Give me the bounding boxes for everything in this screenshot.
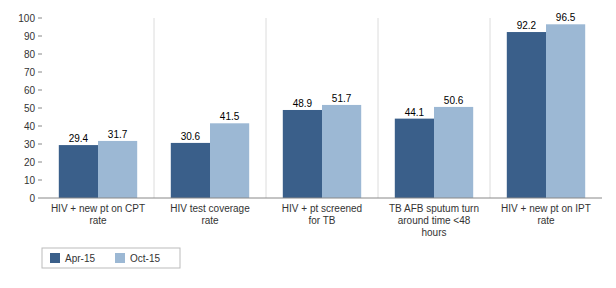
chart-container: 0 10 20 30 40 50 60 70 80 90 100 29.4 30.6 48.9 44.1 92… xyxy=(0,0,616,288)
bar xyxy=(395,119,434,198)
y-tick xyxy=(38,108,42,109)
data-label: 30.6 xyxy=(181,131,201,142)
data-label: 51.7 xyxy=(332,93,352,104)
legend-frame xyxy=(42,248,180,268)
x-tick-label-line: HIV + new pt on IPT xyxy=(501,203,591,214)
group-separator xyxy=(490,18,491,198)
x-tick-label-line: HIV + pt screened xyxy=(282,203,362,214)
legend: Apr-15 Oct-15 xyxy=(42,248,180,268)
data-label: 31.7 xyxy=(108,129,128,140)
y-tick xyxy=(38,90,42,91)
data-labels: 29.4 30.6 48.9 44.1 92.2 31.7 41.5 51.7 50.6 96.5 xyxy=(69,12,576,144)
y-tick xyxy=(38,18,42,19)
data-label: 41.5 xyxy=(220,111,240,122)
y-tick-label: 40 xyxy=(24,121,36,132)
x-tick-label: HIV + new pt on IPTrate xyxy=(501,203,591,226)
x-tick-label-line: hours xyxy=(421,227,446,238)
bars xyxy=(59,24,585,198)
bar xyxy=(507,32,546,198)
x-tick-label-line: HIV + new pt on CPT xyxy=(51,203,145,214)
chart-svg: 0 10 20 30 40 50 60 70 80 90 100 29.4 30.6 48.9 44.1 92… xyxy=(0,0,616,288)
y-tick-label: 80 xyxy=(24,49,36,60)
y-tick xyxy=(38,144,42,145)
group-separator xyxy=(154,18,155,198)
y-tick xyxy=(38,180,42,181)
data-label: 50.6 xyxy=(444,95,464,106)
y-axis: 0 10 20 30 40 50 60 70 80 90 100 xyxy=(18,13,42,204)
x-tick-label: HIV + pt screenedfor TB xyxy=(282,203,362,226)
y-tick xyxy=(38,72,42,73)
x-tick-label-line: for TB xyxy=(308,215,335,226)
bar xyxy=(322,105,361,198)
y-tick xyxy=(38,36,42,37)
x-tick-label-line: rate xyxy=(89,215,107,226)
data-label: 96.5 xyxy=(556,12,576,23)
y-tick-label: 0 xyxy=(29,193,35,204)
y-tick-label: 30 xyxy=(24,139,36,150)
bar xyxy=(171,143,210,198)
group-separator xyxy=(266,18,267,198)
data-label: 29.4 xyxy=(69,133,89,144)
x-tick-label-line: TB AFB sputum turn xyxy=(389,203,479,214)
y-tick-label: 60 xyxy=(24,85,36,96)
x-tick-label: HIV + new pt on CPTrate xyxy=(51,203,145,226)
x-tick-label: TB AFB sputum turnaround time <48hours xyxy=(389,203,479,238)
y-tick-label: 100 xyxy=(18,13,35,24)
data-label: 44.1 xyxy=(405,107,425,118)
bar xyxy=(283,110,322,198)
y-tick xyxy=(38,54,42,55)
y-tick-label: 70 xyxy=(24,67,36,78)
legend-label: Apr-15 xyxy=(65,253,95,264)
y-tick-label: 20 xyxy=(24,157,36,168)
bar xyxy=(546,24,585,198)
data-label: 48.9 xyxy=(293,98,313,109)
bar xyxy=(59,145,98,198)
y-tick-label: 50 xyxy=(24,103,36,114)
x-tick-label-line: rate xyxy=(201,215,219,226)
y-tick xyxy=(38,198,42,199)
group-separator xyxy=(378,18,379,198)
legend-swatch xyxy=(115,253,125,263)
y-tick-label: 10 xyxy=(24,175,36,186)
bar xyxy=(210,123,249,198)
y-tick-label: 90 xyxy=(24,31,36,42)
x-tick-label-line: around time <48 xyxy=(398,215,471,226)
x-axis-line xyxy=(42,198,602,199)
legend-label: Oct-15 xyxy=(130,253,160,264)
x-tick-label: HIV test coveragerate xyxy=(170,203,250,226)
x-tick-label-line: HIV test coverage xyxy=(170,203,250,214)
x-axis: HIV + new pt on CPTrateHIV test coverage… xyxy=(51,203,591,238)
bar xyxy=(98,141,137,198)
x-tick-label-line: rate xyxy=(537,215,555,226)
y-tick xyxy=(38,126,42,127)
data-label: 92.2 xyxy=(517,20,537,31)
bar xyxy=(434,107,473,198)
legend-swatch xyxy=(50,253,60,263)
y-tick xyxy=(38,162,42,163)
